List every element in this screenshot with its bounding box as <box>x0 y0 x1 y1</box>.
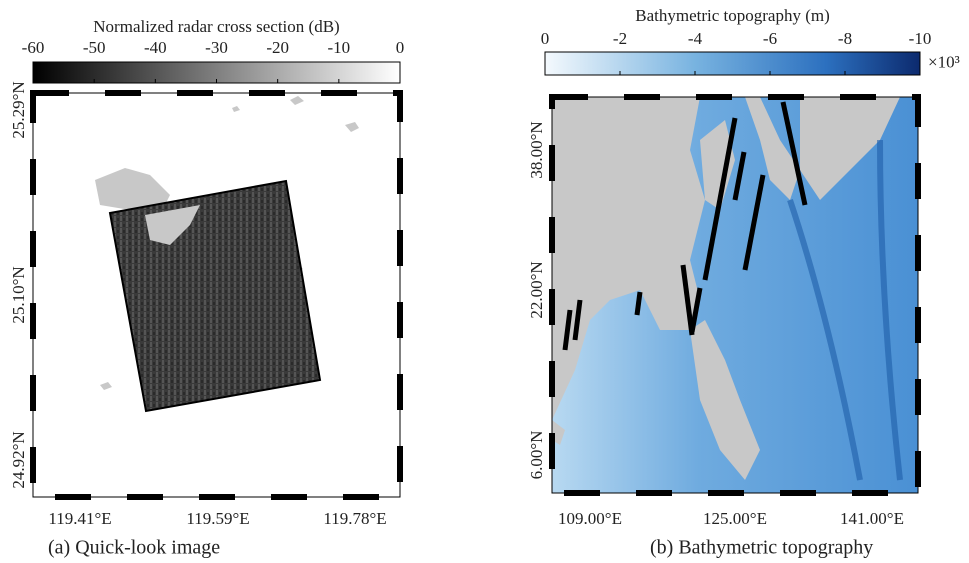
quick-look-map <box>33 62 400 497</box>
colorbar-tick-label: -8 <box>838 29 852 48</box>
colorbar-tick-label: -6 <box>763 29 777 48</box>
colorbar-tick-label: -30 <box>205 38 228 57</box>
x-tick-label: 125.00°E <box>703 509 767 528</box>
colorbar-tick-label: -10 <box>327 38 350 57</box>
colorbar-tick-label: -4 <box>688 29 703 48</box>
x-tick-label: 141.00°E <box>840 509 904 528</box>
colorbar-tick-label: 0 <box>541 29 550 48</box>
y-tick-label: 6.00°N <box>527 431 546 480</box>
y-tick-label: 24.92°N <box>9 431 28 488</box>
colorbar-tick-label: -2 <box>613 29 627 48</box>
colorbar-tick-label: -50 <box>83 38 106 57</box>
x-tick-label: 119.59°E <box>186 509 249 528</box>
x-tick-label: 119.41°E <box>48 509 111 528</box>
colorbar-tick-label: -10 <box>909 29 932 48</box>
colorbar-tick-label: -40 <box>144 38 167 57</box>
y-tick-label: 25.10°N <box>9 266 28 323</box>
caption: (b) Bathymetric topography <box>650 537 873 559</box>
colorbar-tick-label: 0 <box>396 38 405 57</box>
colorbar-tick-label: -20 <box>266 38 289 57</box>
colorbar-title: Normalized radar cross section (dB) <box>93 17 339 36</box>
y-tick-label: 25.29°N <box>9 81 28 138</box>
y-tick-label: 22.00°N <box>527 261 546 318</box>
colorbar-tick-label: -60 <box>22 38 45 57</box>
colorbar-multiplier: ×10³ <box>928 52 960 71</box>
caption: (a) Quick-look image <box>48 537 220 559</box>
y-tick-label: 38.00°N <box>527 121 546 178</box>
x-tick-label: 109.00°E <box>558 509 622 528</box>
colorbar-title: Bathymetric topography (m) <box>635 6 830 25</box>
bathymetry-map <box>545 52 920 493</box>
figure: Normalized radar cross section (dB)-60-5… <box>0 0 969 563</box>
x-tick-label: 119.78°E <box>323 509 386 528</box>
